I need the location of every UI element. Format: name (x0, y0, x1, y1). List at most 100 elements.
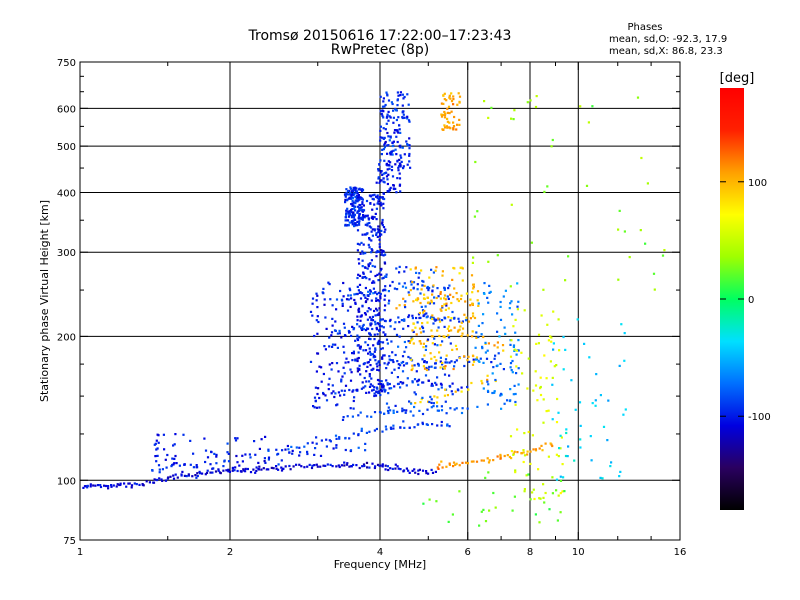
data-point (384, 128, 387, 131)
data-point (382, 202, 385, 205)
data-point (163, 448, 166, 451)
data-point (525, 474, 528, 477)
data-point (419, 292, 422, 295)
data-point (385, 275, 388, 278)
data-point (385, 273, 388, 276)
data-point (527, 473, 530, 476)
data-point (315, 442, 318, 445)
data-point (496, 330, 499, 333)
data-point (306, 452, 309, 456)
data-point (265, 468, 268, 471)
data-point (383, 181, 386, 184)
data-point (371, 315, 374, 318)
data-point (272, 467, 275, 470)
data-point (375, 362, 378, 365)
data-point (496, 254, 499, 257)
data-point (443, 335, 446, 339)
data-point (345, 463, 348, 466)
data-point (425, 312, 428, 315)
data-point (432, 405, 435, 408)
data-point (372, 287, 375, 290)
data-point (435, 296, 438, 300)
data-point (543, 501, 546, 504)
data-point (562, 476, 565, 479)
data-point (429, 395, 432, 398)
data-point (364, 385, 367, 388)
data-point (413, 391, 416, 394)
data-point (447, 287, 450, 290)
data-point (402, 167, 405, 170)
data-point (443, 297, 446, 300)
data-point (376, 194, 379, 197)
data-point (412, 330, 415, 333)
data-point (402, 409, 405, 412)
data-point (527, 357, 530, 360)
data-point (381, 114, 384, 117)
data-point (510, 117, 513, 120)
data-point (441, 305, 444, 308)
colorbar-tick-label: -100 (748, 412, 771, 423)
data-point (378, 300, 381, 303)
data-point (557, 411, 560, 414)
data-point (537, 468, 540, 471)
data-point (478, 360, 481, 363)
data-point (407, 340, 410, 343)
data-point (386, 115, 389, 118)
data-point (365, 380, 368, 383)
data-point (341, 304, 344, 307)
data-point (444, 317, 447, 320)
x-tick-label: 10 (572, 547, 585, 558)
data-point (384, 333, 387, 336)
data-point (366, 310, 369, 313)
data-point (503, 326, 506, 329)
data-point (379, 125, 382, 128)
data-point (471, 302, 474, 305)
data-point (520, 452, 524, 455)
data-point (399, 426, 402, 429)
data-point (372, 388, 375, 391)
data-point (329, 463, 332, 466)
data-point (618, 209, 621, 212)
data-point (403, 426, 406, 429)
data-point (504, 332, 507, 335)
data-point (364, 252, 367, 255)
data-points (82, 91, 666, 527)
data-point (599, 476, 602, 479)
data-point (534, 370, 537, 373)
data-point (196, 472, 199, 475)
data-point (469, 317, 472, 320)
data-point (392, 149, 395, 152)
data-point (255, 469, 258, 472)
data-point (515, 365, 518, 368)
data-point (470, 274, 474, 277)
data-point (390, 371, 393, 374)
data-point (381, 463, 384, 466)
data-point (420, 305, 423, 308)
data-point (386, 363, 389, 366)
data-point (375, 218, 378, 221)
data-point (349, 187, 353, 190)
data-point (448, 361, 451, 364)
data-point (352, 407, 355, 410)
data-point (382, 254, 385, 257)
data-point (441, 113, 444, 117)
data-point (400, 361, 403, 364)
data-point (436, 396, 439, 399)
data-point (330, 368, 333, 371)
data-point (404, 300, 407, 303)
data-point (516, 305, 519, 308)
data-point (511, 371, 514, 374)
data-point (437, 467, 440, 470)
data-point (399, 386, 402, 389)
data-point (430, 406, 433, 409)
data-point (389, 186, 392, 189)
data-point (409, 166, 412, 169)
data-point (340, 298, 343, 301)
data-point (370, 226, 373, 229)
data-point (222, 465, 225, 468)
data-point (509, 388, 512, 391)
data-point (204, 460, 207, 464)
data-point (411, 317, 414, 320)
data-point (399, 91, 402, 94)
colorbar-label: [deg] (720, 71, 755, 86)
